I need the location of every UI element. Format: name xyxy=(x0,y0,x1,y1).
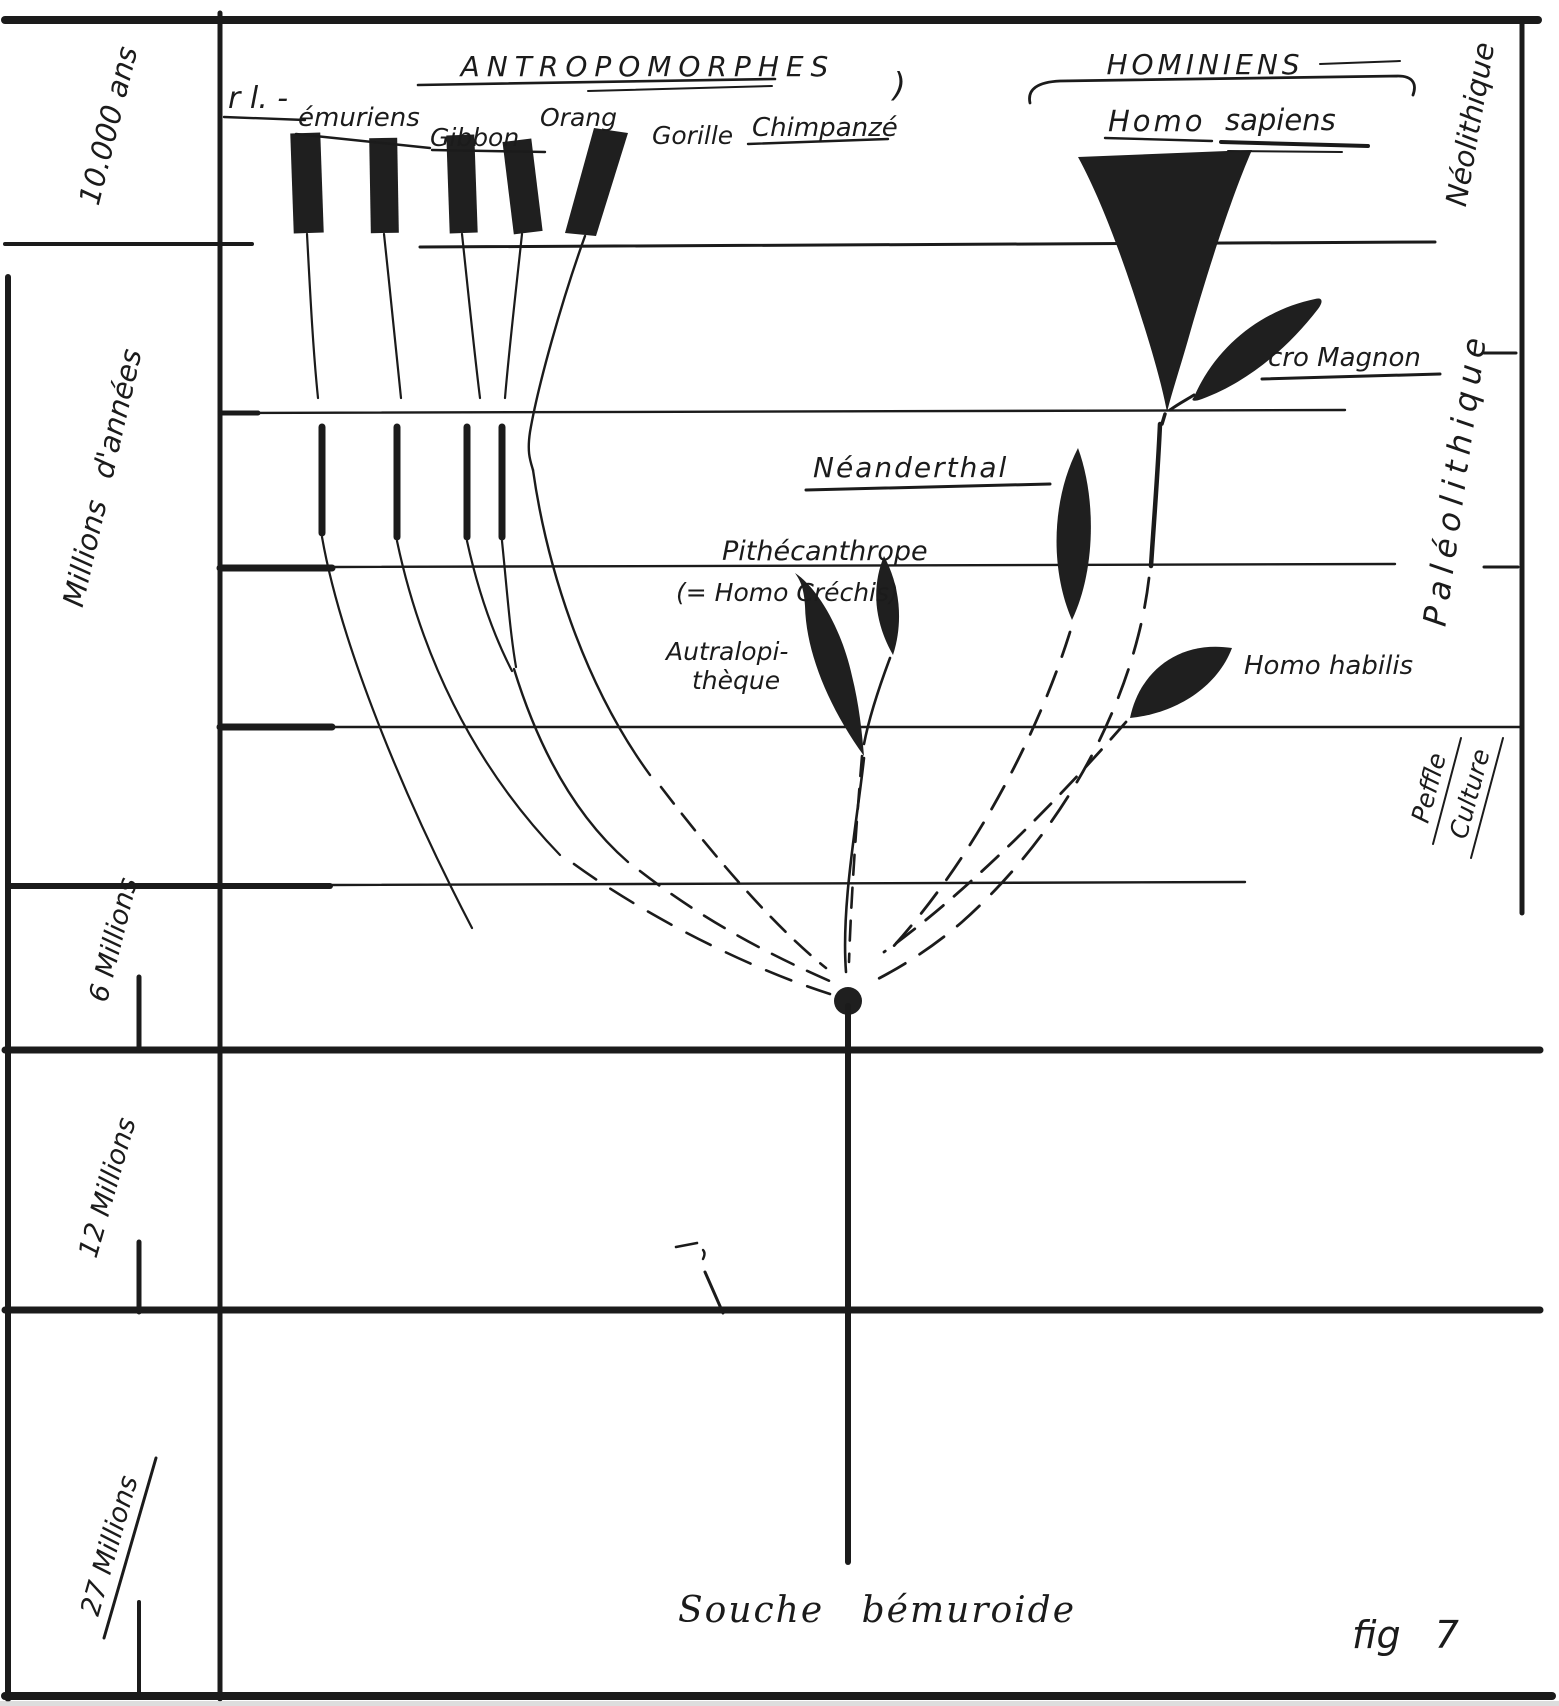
sapiens-lineage-solid xyxy=(1148,421,1163,569)
label-cro-magnon: cro Magnon xyxy=(1268,343,1421,373)
curve-orang-gorille-dashed xyxy=(638,869,834,984)
funnel-tail xyxy=(1160,412,1167,426)
label-lemuriens-prefix: r l. - xyxy=(228,81,288,116)
bar-chimpanze xyxy=(565,128,628,236)
stem-chimpanze xyxy=(527,234,587,472)
label-pithecanthrope-syn: (= Homo Créchis) xyxy=(676,578,899,607)
curve-gibbon xyxy=(395,539,562,857)
pebble2-underline xyxy=(1470,737,1504,859)
gridline-10000-main xyxy=(418,240,1437,249)
gridline-cromagnon xyxy=(220,408,1347,415)
pithecanthrope-leaf xyxy=(876,556,900,655)
pebble1-underline xyxy=(1432,737,1462,845)
antropomorphes-underline xyxy=(416,77,777,87)
group-title-hominiens: HOMINIENS xyxy=(1106,48,1303,81)
label-gorille: Gorille xyxy=(652,121,733,150)
homo-underline xyxy=(1103,136,1214,143)
label-orang: Orang xyxy=(540,103,617,132)
stem-gibbon xyxy=(382,232,403,400)
homo-sapiens-funnel xyxy=(1078,150,1252,412)
curve-orang-gorille xyxy=(512,667,630,864)
curve-lemuriens xyxy=(320,535,474,930)
sapiens-underline-2 xyxy=(1227,150,1343,153)
sapiens-underline xyxy=(1219,140,1370,148)
axis-label-27-millions: 27 Millions xyxy=(75,1472,144,1619)
neanderthal-underline xyxy=(804,482,1052,492)
root-node xyxy=(834,987,862,1015)
neanderthal-lineage-dashed xyxy=(890,630,1072,950)
stem-lemuriens xyxy=(305,232,320,400)
gridline-885 xyxy=(328,880,1247,887)
gibbon-underline xyxy=(430,148,547,154)
stray-dash-mark xyxy=(674,1241,699,1249)
label-sapiens: sapiens xyxy=(1225,103,1336,137)
australopitheque-stem xyxy=(843,756,866,974)
scan-edge-artifact xyxy=(0,1701,1559,1706)
stray-comma-mark xyxy=(701,1248,706,1261)
root-stock-label: Souche bémuroide xyxy=(678,1590,1076,1631)
axis-label-12-millions: 12 Millions xyxy=(73,1114,142,1261)
label-neanderthal: Néanderthal xyxy=(813,451,1008,484)
cromagnon-underline xyxy=(1260,372,1442,381)
cromagnon-leaf xyxy=(1192,298,1322,401)
curve-chimpanze-dashed xyxy=(659,785,828,970)
axis-label-10000-ans: 10.000 ans xyxy=(72,43,144,208)
pithecanthrope-stem xyxy=(862,656,892,746)
lemuriens-prefix-underline xyxy=(222,115,307,122)
pithecanthrope-lineage-dashed xyxy=(847,754,864,964)
neanderthal-leaf xyxy=(1056,448,1091,620)
label-lemuriens: émuriens xyxy=(298,103,420,133)
label-gibbon: Gibbon xyxy=(430,123,519,152)
gridline-pithecanthrope xyxy=(330,562,1397,569)
homo-habilis-leaf xyxy=(1130,646,1232,718)
hominiens-brace xyxy=(1028,74,1416,105)
label-chimpanze-paren: ) xyxy=(890,65,906,104)
label-chimpanze: Chimpanzé xyxy=(752,113,898,143)
label-australopitheque-1: Autralopi- xyxy=(664,637,788,666)
antropomorphes-underline-2 xyxy=(587,85,773,92)
curve-orang xyxy=(465,539,514,673)
bar-lemuriens xyxy=(290,132,324,234)
underline-27-millions xyxy=(102,1456,158,1640)
group-title-antropomorphes: ANTROPOMORPHES xyxy=(459,50,836,83)
curve-gorille xyxy=(500,539,518,669)
sapiens-lineage-dashed xyxy=(868,576,1151,985)
curve-gibbon-dashed xyxy=(572,862,832,996)
bar-orang xyxy=(446,134,478,234)
hominiens-trailing-line xyxy=(1319,60,1401,65)
bar-gorille xyxy=(502,138,543,235)
cromagnon-stem xyxy=(1168,393,1196,412)
label-homo-habilis: Homo habilis xyxy=(1244,651,1413,681)
bar-gibbon xyxy=(369,137,399,234)
lemuriens-underline xyxy=(294,132,432,150)
period-label-neolithique: Néolithique xyxy=(1439,40,1501,209)
curve-chimpanze xyxy=(531,468,652,777)
australopitheque-leaf xyxy=(795,573,864,756)
chimpanze-underline xyxy=(746,137,890,146)
stem-gorille xyxy=(503,232,524,400)
stray-slash-mark xyxy=(703,1270,725,1315)
homo-habilis-lineage-dashed xyxy=(882,720,1128,954)
figure-caption: fig 7 xyxy=(1352,1613,1459,1657)
axis-label-millions-annees: Millions d'années xyxy=(56,346,148,610)
label-australopitheque-2: thèque xyxy=(692,666,780,695)
label-homo: Homo xyxy=(1108,104,1206,138)
label-pithecanthrope: Pithécanthrope xyxy=(722,536,928,567)
period-label-pebble-1: Peffle xyxy=(1406,750,1452,826)
axis-label-6-millions: 6 Millions xyxy=(83,875,144,1005)
stem-orang xyxy=(460,232,482,400)
